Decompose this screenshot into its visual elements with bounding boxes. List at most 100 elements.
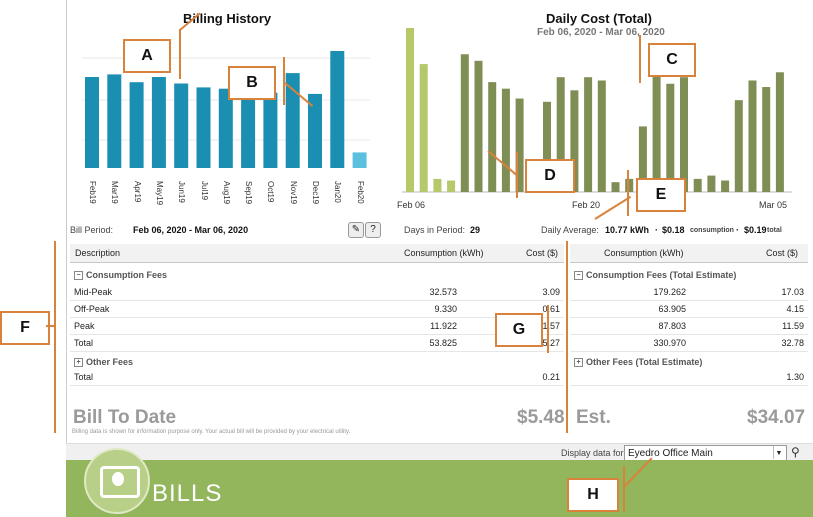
daily-average-separator2: · xyxy=(736,225,739,235)
daily-cost-bar[interactable] xyxy=(460,54,469,192)
billing-bar[interactable] xyxy=(151,77,166,168)
help-icon[interactable]: ? xyxy=(365,222,381,238)
table-row: 87.803 11.59 xyxy=(570,317,808,335)
billing-bar[interactable] xyxy=(129,82,144,168)
billing-bar[interactable] xyxy=(263,92,278,168)
callout-e: E xyxy=(636,178,686,212)
billing-month-label: Jun19 xyxy=(177,181,187,203)
billing-month-label: Jan20 xyxy=(333,181,343,203)
daily-average-total: $0.19 xyxy=(744,225,767,235)
daily-cost-chart[interactable] xyxy=(400,20,795,196)
billing-month-label: Sep19 xyxy=(244,181,254,205)
chevron-down-icon[interactable]: ▼ xyxy=(773,446,784,459)
daily-cost-bar[interactable] xyxy=(433,178,442,192)
other-estimate-section[interactable]: + Other Fees (Total Estimate) xyxy=(574,357,702,368)
bill-to-date-label: Bill To Date xyxy=(73,407,177,428)
bill-to-date-value: $5.48 xyxy=(517,407,565,428)
daily-average-label: Daily Average: xyxy=(541,225,599,235)
daily-cost-bar[interactable] xyxy=(734,100,743,192)
daily-cost-bar[interactable] xyxy=(680,77,688,192)
other-fees-section[interactable]: + Other Fees xyxy=(74,357,133,368)
daily-cost-bar[interactable] xyxy=(419,64,428,192)
footer-band: BILLS xyxy=(66,448,813,517)
billing-month-label: Feb19 xyxy=(88,181,97,204)
billing-bar[interactable] xyxy=(352,152,367,168)
billing-bar[interactable] xyxy=(85,77,99,168)
expand-icon[interactable]: + xyxy=(574,358,583,368)
daily-cost-bar[interactable] xyxy=(652,75,661,192)
daily-cost-bar[interactable] xyxy=(556,77,565,192)
right-header-cost: Cost ($) xyxy=(766,248,799,258)
daily-cost-bar[interactable] xyxy=(611,182,620,192)
billing-month-label: Oct19 xyxy=(266,181,276,203)
collapse-icon[interactable]: − xyxy=(74,271,83,281)
callout-h: H xyxy=(567,478,619,512)
daily-cost-bar[interactable] xyxy=(501,88,510,192)
billing-month-label: Jul19 xyxy=(199,181,209,201)
billing-month-label: Dec19 xyxy=(311,181,320,205)
daily-x-label-end: Mar 05 xyxy=(759,200,788,210)
consumption-fees-section[interactable]: − Consumption Fees xyxy=(74,270,167,281)
billing-month-label: May19 xyxy=(154,181,164,206)
table-row: Total 0.21 xyxy=(70,369,564,386)
table-row: Mid-Peak 32.573 3.09 xyxy=(70,284,564,301)
daily-cost-bar[interactable] xyxy=(447,180,456,192)
daily-average-total-label: total xyxy=(767,227,782,234)
table-row: Total 53.825 5.27 xyxy=(70,334,564,352)
daily-cost-bar[interactable] xyxy=(762,87,771,192)
daily-cost-bar[interactable] xyxy=(543,101,551,192)
consumption-fees-table: Mid-Peak 32.573 3.09 Off-Peak 9.330 0.61 Pea… xyxy=(70,284,564,352)
daily-average-kwh: 10.77 kWh xyxy=(605,225,650,235)
daily-cost-bar[interactable] xyxy=(707,175,716,192)
billing-bar[interactable] xyxy=(241,92,256,168)
daily-cost-bar[interactable] xyxy=(474,60,483,192)
daily-cost-bar[interactable] xyxy=(693,178,702,192)
est-label: Est. xyxy=(576,407,611,428)
daily-cost-bar[interactable] xyxy=(748,80,757,192)
right-header-consumption: Consumption (kWh) xyxy=(604,248,684,258)
expand-icon[interactable]: + xyxy=(74,358,83,368)
callout-a: A xyxy=(123,39,171,73)
billing-bar[interactable] xyxy=(107,74,122,168)
magnifier-icon[interactable]: ⚲ xyxy=(791,445,800,459)
table-row: 1.30 xyxy=(570,369,808,386)
billing-bar[interactable] xyxy=(285,73,300,168)
daily-x-label-mid: Feb 20 xyxy=(572,200,601,210)
daily-cost-bar[interactable] xyxy=(625,178,634,192)
daily-cost-bar[interactable] xyxy=(721,180,730,192)
daily-cost-bar[interactable] xyxy=(515,98,524,192)
daily-cost-bar[interactable] xyxy=(666,83,675,192)
right-table-header: Consumption (kWh) Cost ($) xyxy=(570,244,808,263)
daily-cost-bar[interactable] xyxy=(406,28,414,192)
consumption-estimate-section[interactable]: − Consumption Fees (Total Estimate) xyxy=(574,270,736,281)
billing-bar[interactable] xyxy=(218,88,233,168)
daily-cost-bar[interactable] xyxy=(570,90,579,192)
daily-cost-bar[interactable] xyxy=(597,80,606,192)
collapse-icon[interactable]: − xyxy=(574,271,583,281)
header-cost: Cost ($) xyxy=(526,248,559,258)
table-row: 330.970 32.78 xyxy=(570,334,808,352)
daily-x-label-start: Feb 06 xyxy=(397,200,426,210)
billing-bar[interactable] xyxy=(330,51,345,168)
pencil-icon[interactable]: ✎ xyxy=(348,222,364,238)
daily-cost-subtitle: Feb 06, 2020 - Mar 06, 2020 xyxy=(537,27,665,38)
billing-bar[interactable] xyxy=(174,83,189,169)
daily-cost-bar[interactable] xyxy=(775,72,784,192)
callout-d: D xyxy=(525,159,575,193)
bill-icon xyxy=(84,448,150,514)
other-fees-table: Total 0.21 xyxy=(70,369,564,386)
table-row: 63.905 4.15 xyxy=(570,300,808,318)
billing-history-title: Billing History xyxy=(183,11,272,26)
daily-cost-title: Daily Cost (Total) xyxy=(546,11,652,26)
daily-cost-bar[interactable] xyxy=(488,82,497,192)
callout-c: C xyxy=(648,43,696,77)
billing-bar[interactable] xyxy=(196,87,211,168)
callout-b: B xyxy=(228,66,276,100)
daily-cost-bar[interactable] xyxy=(584,77,593,192)
billing-bar[interactable] xyxy=(308,93,322,168)
callout-g: G xyxy=(495,313,543,347)
daily-cost-bar[interactable] xyxy=(638,126,647,192)
disclaimer: Billing data is shown for information pu… xyxy=(72,429,351,435)
est-value: $34.07 xyxy=(747,407,806,428)
left-table-header: Description Consumption (kWh) Cost ($) xyxy=(70,244,564,263)
